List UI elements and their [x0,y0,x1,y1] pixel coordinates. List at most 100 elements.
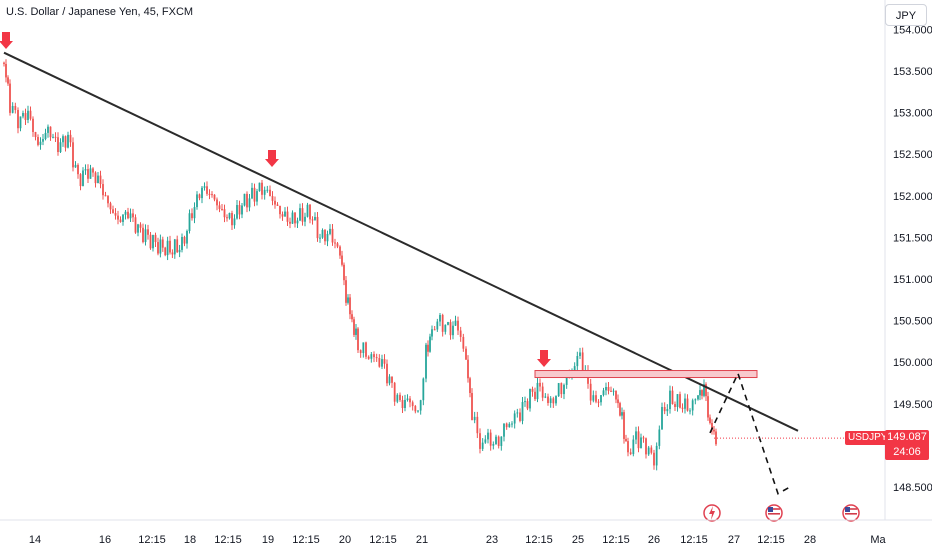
time-tick-label: 25 [572,534,584,546]
candle-body [159,239,162,254]
candle-body [707,396,709,418]
time-tick-label: 12:15 [369,534,397,546]
candle-body [640,437,642,449]
candle-body [383,359,386,364]
candle-body [674,404,676,407]
candle-body [311,219,314,221]
flag-canton [845,507,850,512]
candle-body [119,219,122,222]
candle-body [409,398,411,403]
candle-body [524,401,526,403]
candle-body [362,342,365,354]
candle-body [154,234,157,243]
candle-body [286,211,289,222]
candle-body [183,236,186,244]
candle-body [218,205,221,209]
candle-body [94,172,97,184]
candle-body [359,350,362,354]
candle-body [686,398,689,411]
flag-canton [768,507,773,512]
candle-body [9,83,11,113]
candle-body [653,452,655,466]
candle-body [306,204,309,217]
candle-body [137,224,139,233]
candle-body [433,329,436,331]
candle-body [511,423,513,425]
candle-body [161,239,164,248]
down-arrow-marker [265,150,279,167]
candle-body [589,383,592,401]
candle-body [351,314,353,320]
candle-body [404,399,406,409]
candle-body [602,390,605,396]
candle-body [64,136,67,148]
candle-body [386,363,388,384]
candle-body [676,394,679,407]
candle-body [393,382,396,402]
candle-body [191,213,193,219]
candle-body [243,193,246,206]
candle-body [271,196,274,201]
candle-body [134,217,137,233]
candle-body [124,211,127,215]
candle-body [208,193,211,195]
candle-body [467,359,469,379]
candle-body [97,175,99,184]
candle-body [411,402,414,407]
candle-body [289,221,291,224]
candle-body [228,212,231,219]
candle-body [349,297,351,315]
last-price-value: 149.087 [887,431,927,443]
candle-body [353,319,355,335]
candle-body [444,324,447,332]
candle-body [375,357,378,359]
candle-body [635,431,637,440]
price-tick-label: 152.000 [893,191,932,203]
candle-body [617,399,619,404]
candle-body [632,439,635,455]
candle-body [11,105,14,113]
candle-body [231,212,233,226]
down-arrow-marker [0,32,13,49]
candle-body [92,168,94,173]
candle-body [246,193,248,208]
candle-body [84,169,87,171]
candle-body [221,208,223,210]
candle-body [17,109,19,129]
candle-body [59,142,62,153]
currency-button[interactable]: JPY [885,4,927,26]
candle-body [370,354,373,359]
candle-body [109,203,112,210]
candle-body [388,376,391,384]
candle-body [14,105,17,110]
candle-body [497,436,500,446]
candle-body [495,436,497,445]
candle-body [669,390,671,410]
candle-body [279,205,281,215]
candle-body [79,174,82,187]
candle-body [454,320,457,326]
candle-body [691,400,694,411]
candle-body [169,240,171,253]
down-arrow-marker [537,350,551,367]
candle-body [166,240,169,256]
candle-body [541,386,544,398]
candle-body [500,436,503,446]
candle-body [579,352,581,356]
candle-body [226,217,228,219]
projection-path [709,371,791,495]
candle-body [431,329,433,337]
candle-body [299,208,301,221]
candle-body [72,142,74,168]
candle-body [112,209,114,214]
candle-body [233,218,236,226]
candle-body [399,394,401,401]
candle-body [703,384,705,396]
candle-body [129,213,132,219]
candle-body [462,336,465,349]
time-tick-label: 28 [804,534,816,546]
candle-body [102,184,104,196]
candle-body [37,137,39,145]
